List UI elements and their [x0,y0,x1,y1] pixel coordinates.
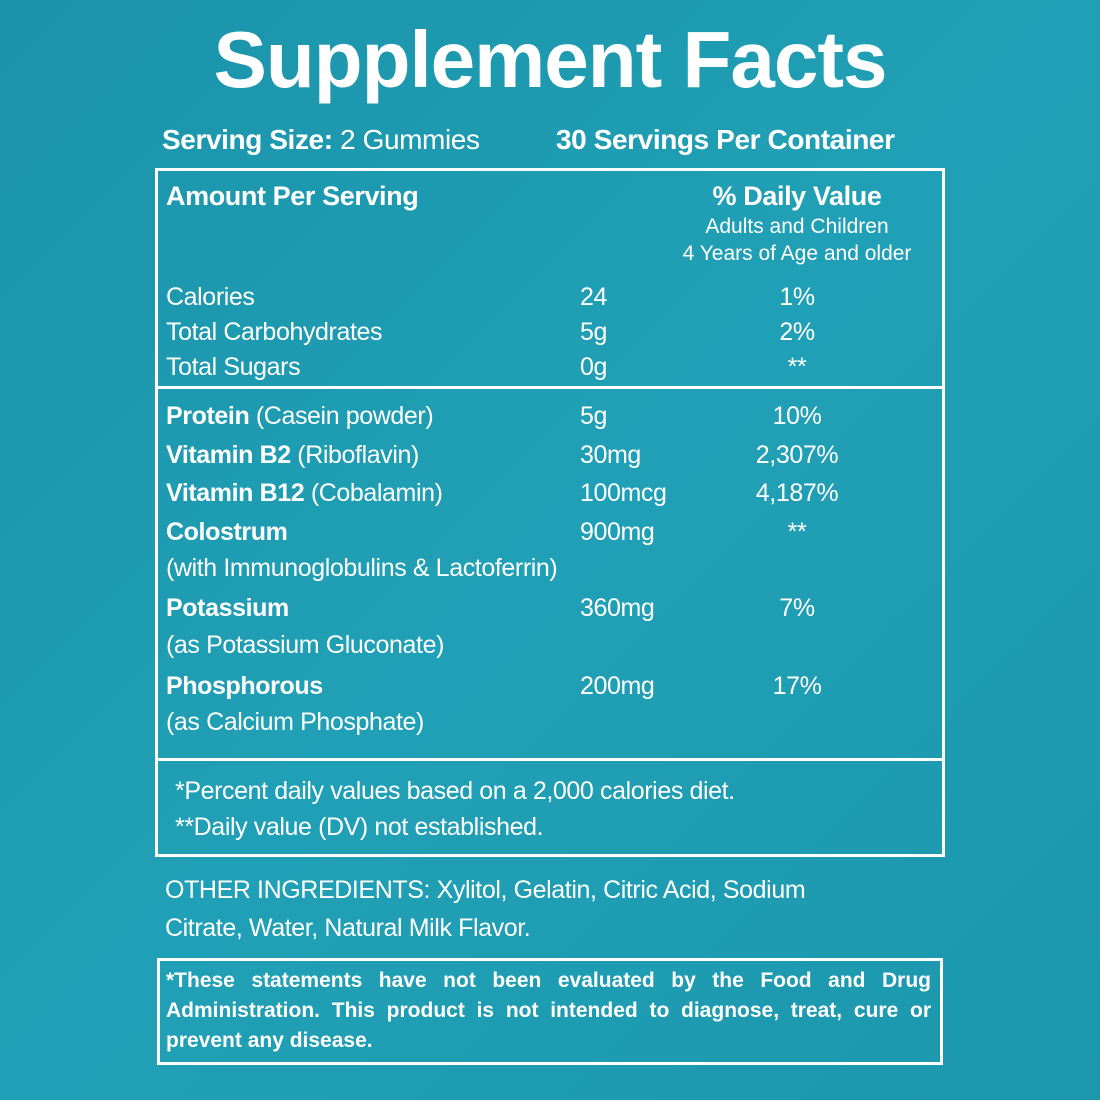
nutrient-dv: 1% [779,283,815,311]
nutrient-dv: ** [787,518,807,546]
nutrient-dv: 2,307% [755,441,839,469]
serving-size-label: Serving Size: [162,124,333,155]
nutrient-dv: 4,187% [755,479,839,507]
nutrient-detail: (as Calcium Phosphate) [166,708,424,736]
nutrient-amount: 900mg [580,518,655,546]
nutrient-dv: 2% [779,318,815,346]
divider [155,386,945,389]
nutrient-detail: (Casein powder) [255,402,434,430]
dv-header: % Daily Value [712,181,882,211]
nutrient-detail: (Riboflavin) [297,441,419,469]
nutrient-detail: (with Immunoglobulins & Lactoferrin) [166,554,558,582]
serving-line: Serving Size: 2 Gummies [162,122,480,158]
servings: 30 Servings Per Container [556,124,895,155]
divider [155,758,945,761]
nutrient-dv: 17% [772,672,822,700]
disclaimer: *These statements have not been evaluate… [166,969,931,1052]
facts-box [155,168,945,857]
nutrient-name: Phosphorous [166,672,323,700]
nutrient-name: Total Sugars [166,353,301,381]
serving-size: 2 Gummies [340,124,480,155]
amount-header: Amount Per Serving [166,181,419,211]
nutrient-amount: 360mg [580,594,655,622]
nutrient-amount: 5g [580,402,608,430]
nutrient-detail: (Cobalamin) [310,479,443,507]
nutrient-line: Potassium [166,590,289,626]
nutrient-amount: 24 [580,283,608,311]
nutrient-dv: 10% [772,402,822,430]
nutrient-amount: 100mcg [580,479,667,507]
nutrient-amount: 0g [580,353,608,381]
nutrient-name: Potassium [166,594,289,622]
disclaimer-box [157,958,943,1065]
other-ingredients: OTHER INGREDIENTS: Xylitol, Gelatin, Cit… [165,876,806,942]
nutrient-dv: 7% [779,594,815,622]
footnote: **Daily value (DV) not established. [175,813,544,841]
nutrient-detail: (as Potassium Gluconate) [166,631,445,659]
nutrient-line: Colostrum [166,514,288,550]
nutrient-dv: ** [787,353,807,381]
dv-note: Adults and Children [705,215,889,238]
footnote: *Percent daily values based on a 2,000 c… [175,777,735,805]
dv-note: 4 Years of Age and older [682,242,912,265]
nutrient-name: Vitamin B2 [166,441,291,469]
nutrient-line: Vitamin B2 (Riboflavin) [166,437,419,473]
nutrient-name: Protein [166,402,250,430]
nutrient-line: Vitamin B12 (Cobalamin) [166,475,443,511]
nutrient-amount: 200mg [580,672,655,700]
nutrient-name: Calories [166,283,255,311]
nutrient-name: Total Carbohydrates [166,318,383,346]
nutrient-line: Phosphorous [166,668,323,704]
nutrient-line: Protein (Casein powder) [166,398,434,434]
nutrient-amount: 30mg [580,441,641,469]
title: Supplement Facts [213,15,887,104]
nutrient-name: Vitamin B12 [166,479,305,507]
nutrient-name: Colostrum [166,518,288,546]
nutrient-amount: 5g [580,318,608,346]
